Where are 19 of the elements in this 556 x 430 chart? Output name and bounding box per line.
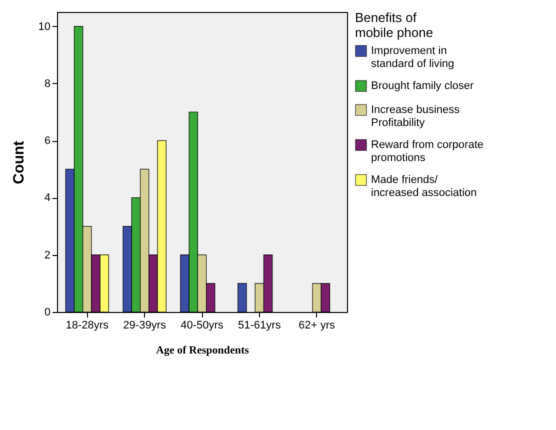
y-tick-label: 0 (44, 306, 50, 318)
x-tick-label: 40-50yrs (180, 320, 224, 332)
y-tick-label: 10 (38, 20, 50, 33)
y-tick-label: 8 (44, 78, 50, 90)
x-tick-label: 29-39yrs (123, 320, 166, 332)
y-tick-label: 4 (44, 192, 50, 204)
legend-title: Benefits of mobile phone (355, 10, 434, 40)
x-tick-label: 51-61yrs (238, 320, 282, 332)
x-tick-label: 18-28yrs (66, 320, 110, 332)
y-axis-title: Count (10, 140, 28, 184)
y-tick-label: 6 (44, 135, 50, 148)
y-tick-label: 2 (44, 249, 50, 262)
legend-label: Made friends/ increased association (371, 174, 477, 199)
legend-label: Improvement in standard of living (371, 45, 454, 70)
x-axis-title: Age of Respondents (156, 344, 250, 356)
legend-label: Increase business Profitability (371, 104, 460, 129)
legend-label: Reward from corporate promotions (371, 139, 484, 164)
x-tick-label: 62+ yrs (298, 320, 336, 332)
legend-label: Brought family closer (371, 80, 474, 92)
